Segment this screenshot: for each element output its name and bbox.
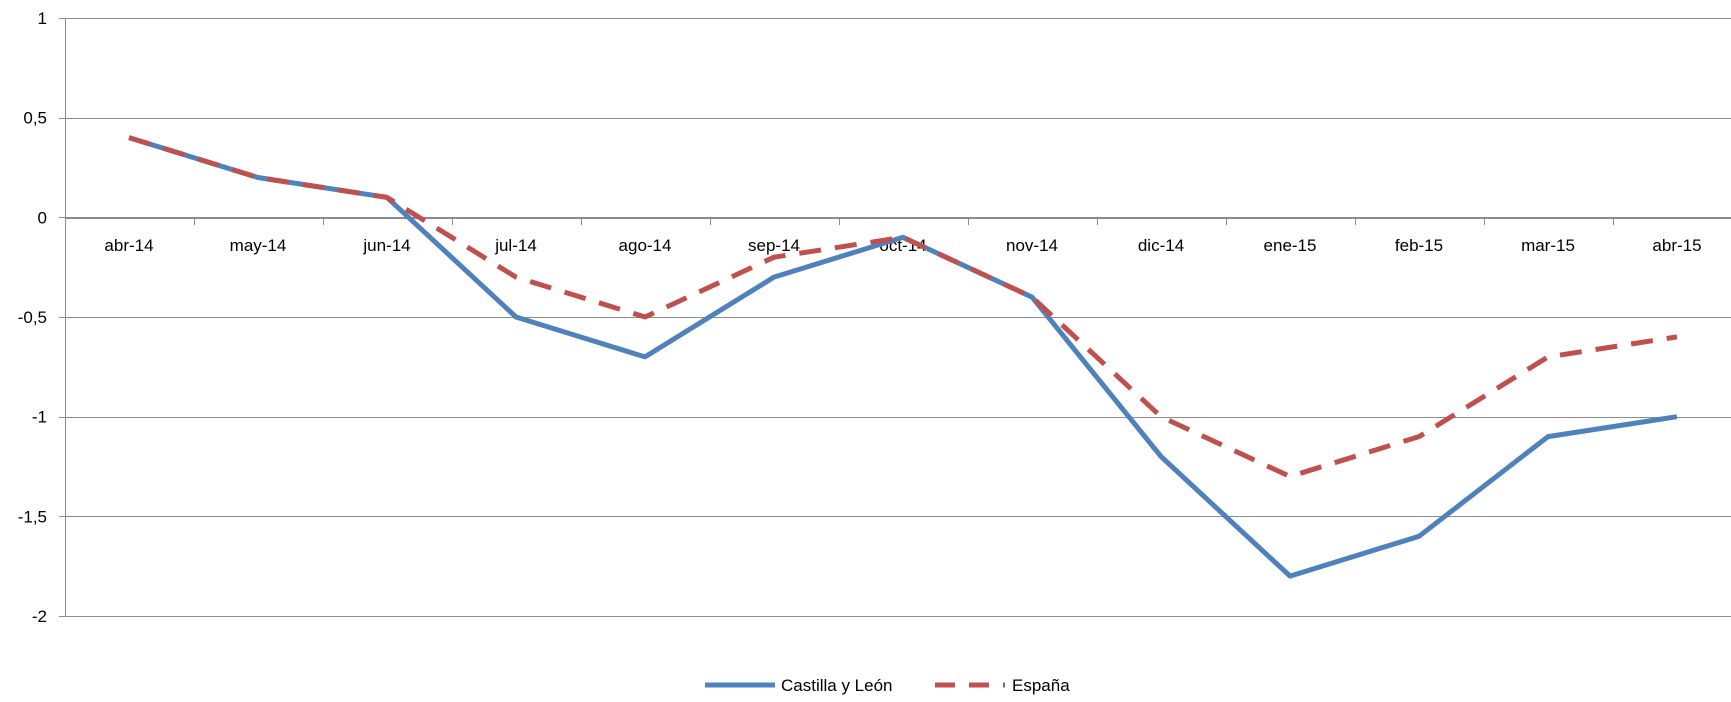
y-tick-label-1: 0,5 <box>23 109 47 128</box>
y-tick-labels: 1 0,5 0 -0,5 -1 -1,5 -2 <box>18 9 47 626</box>
x-tick-label-abr-15: abr-15 <box>1652 236 1701 255</box>
x-tick-label-ago-14: ago-14 <box>619 236 672 255</box>
x-tick-label-mar-15: mar-15 <box>1521 236 1575 255</box>
x-tick-label-jun-14: jun-14 <box>362 236 410 255</box>
x-tick-label-jul-14: jul-14 <box>494 236 537 255</box>
x-tick-label-may-14: may-14 <box>230 236 287 255</box>
legend-label-castilla-y-leon: Castilla y León <box>781 676 893 695</box>
y-tick-label-6: -2 <box>32 607 47 626</box>
y-tick-label-5: -1,5 <box>18 507 47 526</box>
series-line-1 <box>128 135 1678 479</box>
legend: Castilla y León España <box>705 676 1070 695</box>
x-tick-label-feb-15: feb-15 <box>1395 236 1443 255</box>
x-tick-label-dic-14: dic-14 <box>1138 236 1184 255</box>
x-tick-label-nov-14: nov-14 <box>1006 236 1058 255</box>
y-tick-label-0: 1 <box>38 9 47 28</box>
y-tick-label-3: -0,5 <box>18 308 47 327</box>
series-lines <box>128 135 1678 579</box>
x-tick-labels: abr-14 may-14 jun-14 jul-14 ago-14 sep-14 oct-… <box>104 236 1701 255</box>
legend-label-espana: España <box>1012 676 1070 695</box>
series-line-0 <box>128 135 1678 579</box>
x-tick-label-abr-14: abr-14 <box>104 236 153 255</box>
x-tick-label-ene-15: ene-15 <box>1264 236 1317 255</box>
gridlines <box>65 18 1731 617</box>
y-tick-label-2: 0 <box>38 208 47 227</box>
y-tick-label-4: -1 <box>32 408 47 427</box>
x-tick-label-sep-14: sep-14 <box>748 236 800 255</box>
axes <box>59 18 1731 617</box>
